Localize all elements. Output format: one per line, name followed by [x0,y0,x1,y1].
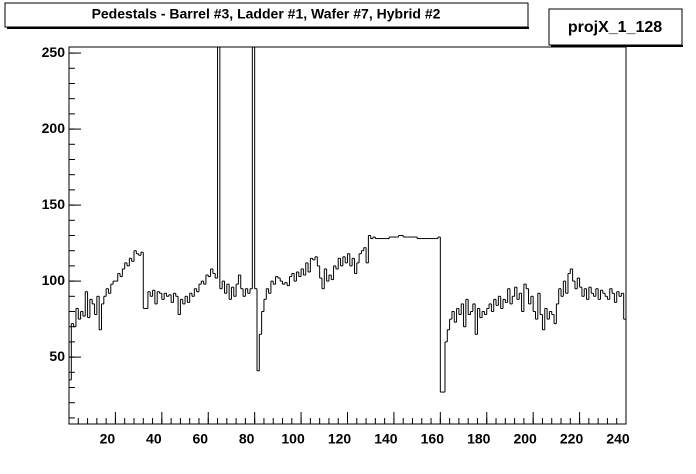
x-tick-label: 40 [146,431,162,447]
x-tick-label: 220 [560,431,584,447]
x-tick-label: 180 [467,431,491,447]
x-tick-label: 140 [374,431,398,447]
stat-box [548,8,683,46]
y-tick-label: 200 [42,120,66,136]
x-tick-label: 100 [281,431,305,447]
plot-frame [68,46,627,425]
x-tick-label: 120 [328,431,352,447]
chart-title: Pedestals - Barrel #3, Ladder #1, Wafer … [92,6,441,22]
y-tick-label: 100 [42,272,66,288]
title-box [4,2,529,28]
x-tick-label: 60 [192,431,208,447]
y-tick-label: 150 [42,196,66,212]
x-tick-label: 200 [513,431,537,447]
histogram-name: projX_1_128 [568,19,662,36]
x-tick-label: 80 [239,431,255,447]
y-tick-label: 250 [42,44,66,60]
x-tick-label: 240 [606,431,630,447]
y-tick-label: 50 [49,348,65,364]
x-tick-label: 20 [100,431,116,447]
histogram [69,47,626,424]
x-tick-label: 160 [421,431,445,447]
